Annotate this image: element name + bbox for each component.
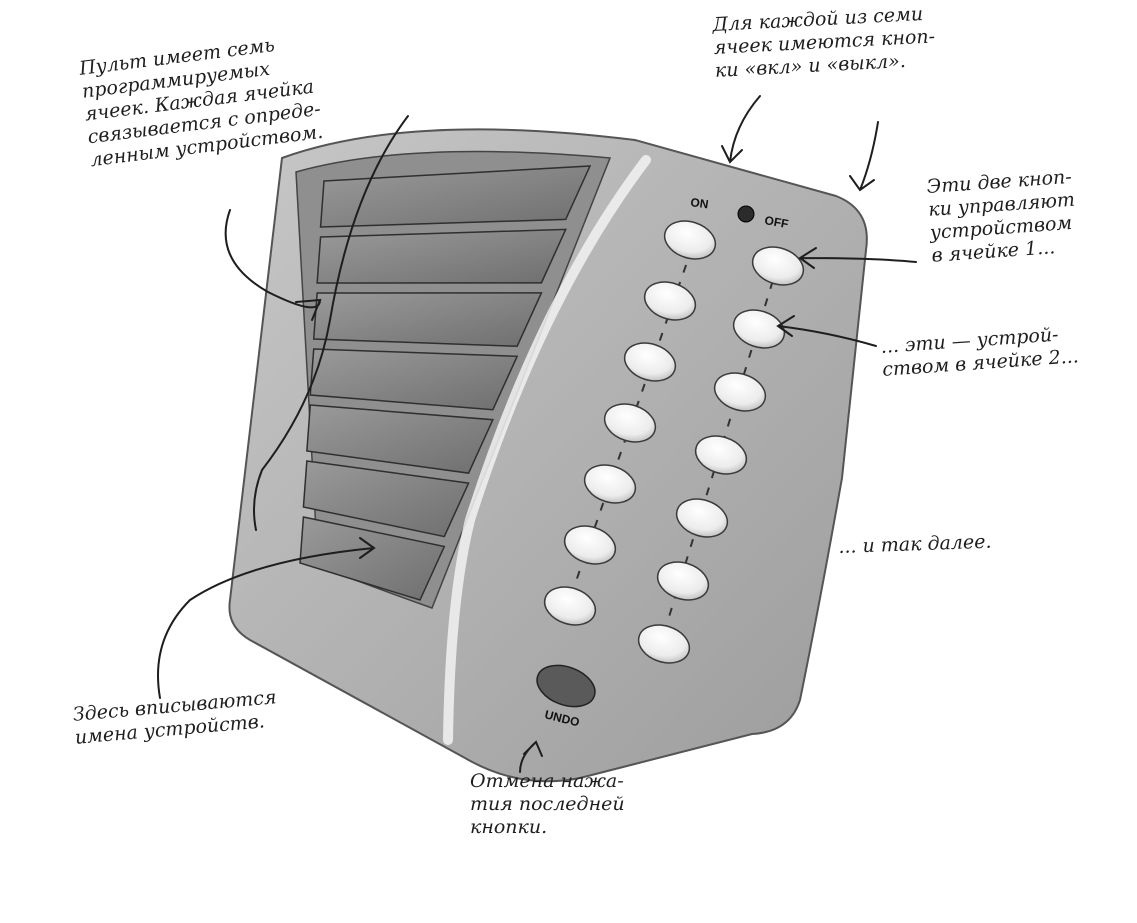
device-slot-7[interactable] bbox=[299, 516, 446, 601]
off-button-slot-4[interactable] bbox=[691, 430, 752, 480]
leader-off bbox=[849, 121, 879, 192]
device-slot-1[interactable] bbox=[319, 165, 592, 228]
leader-slot2 bbox=[776, 315, 877, 347]
leader-slot1 bbox=[798, 247, 917, 269]
leader-cells-arrow bbox=[295, 298, 322, 321]
annotation-on-off: Для каждой из семи ячеек имеются кноп- к… bbox=[712, 2, 936, 82]
off-button-slot-3[interactable] bbox=[710, 367, 771, 417]
device-slot-5[interactable] bbox=[306, 404, 494, 474]
undo-button[interactable] bbox=[531, 658, 600, 714]
on-off-buttons bbox=[540, 215, 809, 669]
device-slot-6[interactable] bbox=[302, 460, 470, 538]
device-slot-2[interactable] bbox=[316, 228, 567, 284]
device-slots bbox=[299, 165, 592, 601]
leader-lines bbox=[157, 95, 917, 773]
device-slot-4[interactable] bbox=[309, 348, 519, 411]
bracket-cells bbox=[253, 115, 409, 531]
leader-undo bbox=[519, 740, 543, 773]
off-button-slot-2[interactable] bbox=[729, 304, 790, 354]
off-button-slot-7[interactable] bbox=[634, 619, 695, 669]
on-button-slot-2[interactable] bbox=[640, 276, 701, 326]
off-button-slot-5[interactable] bbox=[672, 493, 733, 543]
leader-on bbox=[721, 95, 761, 164]
annotation-undo: Отмена нажа- тия последней кнопки. bbox=[470, 770, 625, 838]
on-button-slot-5[interactable] bbox=[580, 459, 641, 509]
on-button-slot-6[interactable] bbox=[560, 520, 621, 570]
off-button-slot-6[interactable] bbox=[653, 556, 714, 606]
on-button-slot-1[interactable] bbox=[660, 215, 721, 265]
leader-names bbox=[157, 537, 376, 699]
off-label: OFF bbox=[763, 213, 789, 231]
on-button-slot-3[interactable] bbox=[620, 337, 681, 387]
indicator-led bbox=[737, 205, 755, 223]
leader-cells bbox=[224, 209, 321, 309]
device-slot-3[interactable] bbox=[312, 292, 543, 348]
on-label: ON bbox=[690, 195, 710, 211]
on-button-slot-7[interactable] bbox=[540, 581, 601, 631]
on-button-slot-4[interactable] bbox=[600, 398, 661, 448]
off-button-slot-1[interactable] bbox=[748, 241, 809, 291]
annotation-slot-1: Эти две кноп- ки управляют устройством в… bbox=[926, 165, 1076, 267]
